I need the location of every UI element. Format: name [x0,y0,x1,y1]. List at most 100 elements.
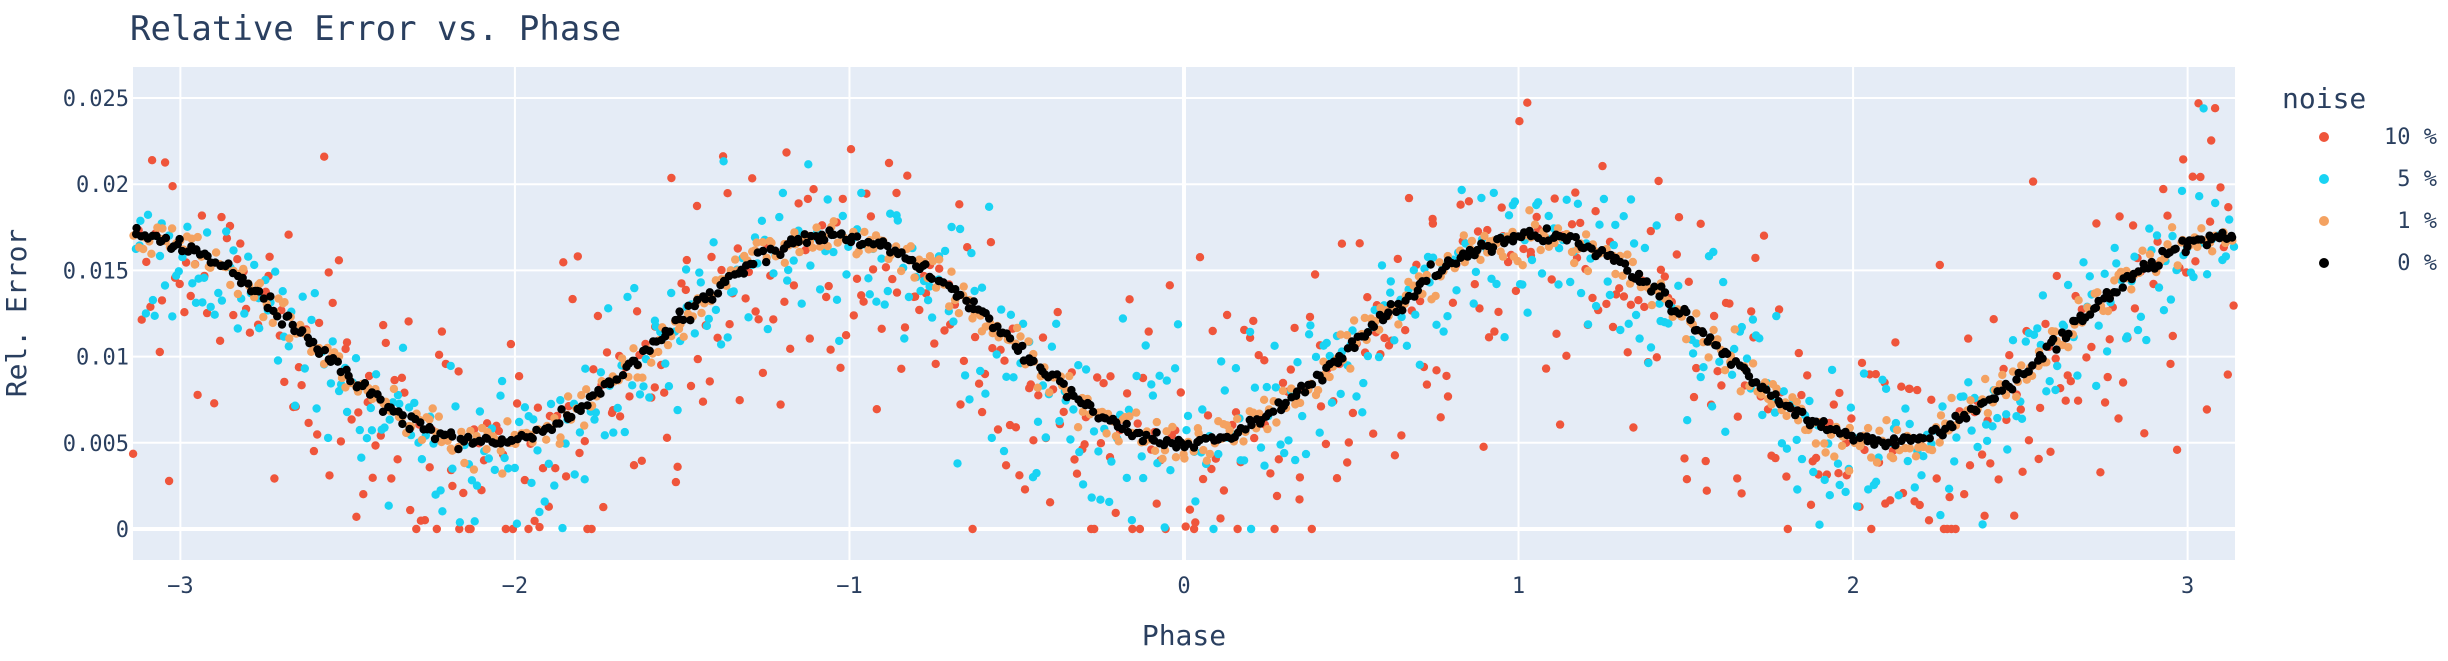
data-point [540,497,549,506]
data-point [1981,420,1991,429]
data-point [593,311,603,321]
data-point [1562,195,1571,204]
data-point [1733,412,1743,421]
data-point [2105,335,2114,344]
data-point [999,446,1009,456]
data-point [1166,466,1175,475]
data-point [1191,497,1200,506]
data-point [751,307,760,316]
data-point [1990,394,2000,403]
legend-item[interactable]: 10 % [2319,125,2437,150]
data-point [1390,336,1399,345]
data-point [400,388,409,397]
data-point [1591,301,1601,311]
data-point [309,337,318,347]
data-point [900,323,910,332]
legend[interactable]: noise 10 % 5 % 1 % 0 % [2282,82,2437,276]
data-point [575,448,584,458]
data-point [1096,495,1105,504]
data-point [496,446,505,455]
data-point [1980,511,1989,520]
data-point [1616,325,1625,335]
data-point [829,217,838,226]
data-point [1625,279,1635,288]
data-point [1652,221,1661,230]
data-point [1935,260,1945,270]
data-point [1611,269,1620,279]
data-point [962,296,971,305]
data-point [581,364,590,373]
data-point [393,390,403,400]
data-point [529,415,538,424]
data-point [1571,188,1580,197]
data-point [1006,310,1016,319]
legend-item[interactable]: 5 % [2319,167,2437,192]
data-point [1377,261,1387,270]
data-point [434,412,443,421]
data-point [1114,437,1123,446]
data-point [1688,349,1698,358]
data-point [273,356,283,365]
data-point [1133,419,1142,428]
data-point [448,464,457,473]
data-point [1554,280,1563,289]
data-point [881,263,891,272]
legend-items[interactable]: 10 % 5 % 1 % 0 % [2319,125,2437,276]
data-point [1841,487,1850,497]
data-point [1278,386,1288,395]
data-point [735,396,744,405]
data-point [647,358,656,367]
data-point [1867,524,1876,534]
data-point [1301,449,1311,459]
data-point [1834,469,1843,478]
data-point [1041,433,1051,442]
data-point [1573,199,1583,208]
data-point [2115,212,2124,221]
data-point [2189,272,2198,282]
data-point [2205,217,2215,226]
data-point [1891,418,1901,428]
legend-item[interactable]: 1 % [2319,209,2437,234]
data-point [609,428,618,437]
data-point [233,289,243,299]
data-point [310,289,319,298]
data-point [428,404,437,413]
data-point [1033,383,1042,392]
data-point [1158,454,1167,463]
data-point [277,320,287,329]
data-point [143,210,153,219]
legend-item[interactable]: 0 % [2319,251,2437,276]
data-point [1274,455,1284,464]
data-point [1919,452,1928,461]
data-point [1503,257,1513,267]
data-point [1219,486,1229,495]
data-point [1884,438,1893,447]
data-point [1571,233,1581,242]
data-point [1692,363,1701,373]
data-point [1435,258,1444,267]
data-point [2210,104,2220,113]
data-point [155,347,164,357]
data-point [2070,316,2080,326]
data-point [1074,361,1083,370]
data-point [778,188,788,198]
data-point [1825,491,1835,500]
data-point [832,295,842,304]
y-tick-label: 0.005 [63,432,129,457]
data-point [1998,370,2007,380]
data-point [857,291,866,300]
data-point [2197,224,2206,233]
data-point [1038,333,1048,342]
data-point [629,461,639,470]
data-point [662,433,672,442]
data-point [132,223,141,233]
data-point [854,247,863,256]
data-point [1348,408,1358,418]
data-point [849,311,858,320]
data-point [752,238,761,247]
x-tick-label: −1 [836,574,863,599]
data-point [325,471,334,480]
data-point [1467,236,1477,246]
data-point [2138,246,2147,255]
data-point [1972,406,1981,416]
